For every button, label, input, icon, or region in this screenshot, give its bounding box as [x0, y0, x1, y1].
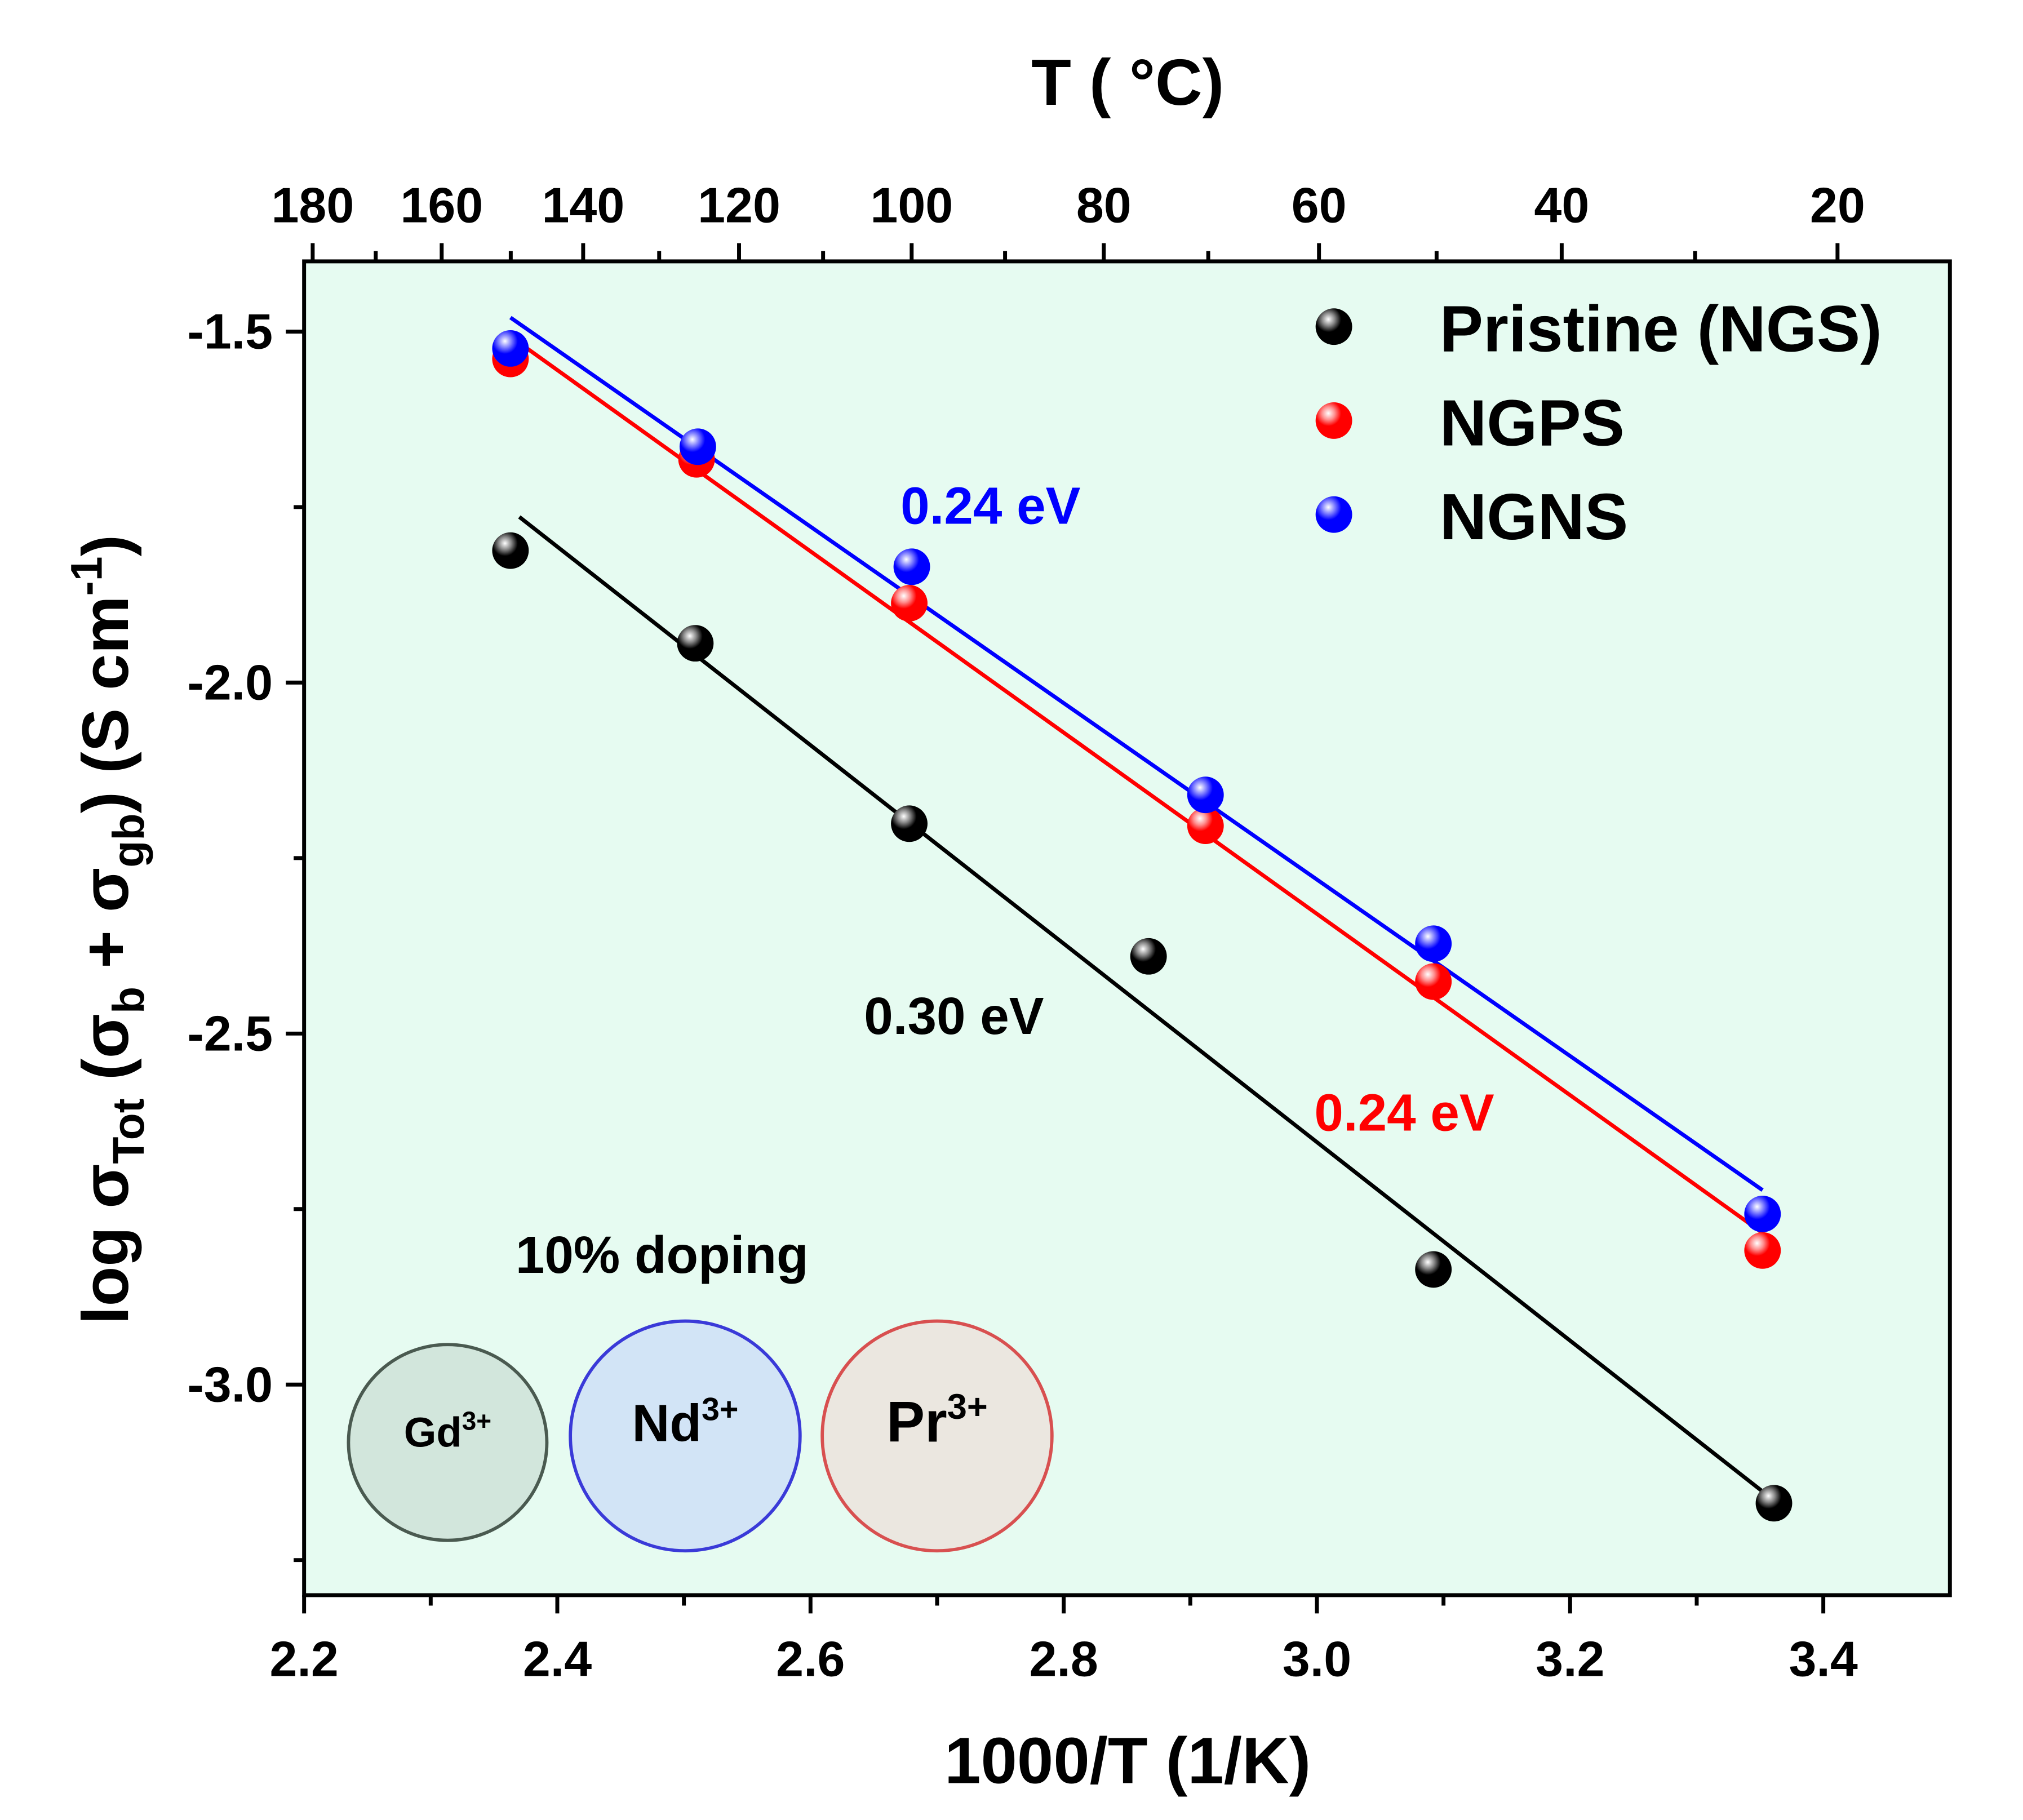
fit-line-ngns [509, 316, 1764, 1192]
annotation-doping: 10% doping [516, 1226, 809, 1284]
top-tick-label: 20 [1810, 177, 1865, 233]
x-tick-label: 3.2 [1536, 1631, 1604, 1687]
y-tick-label: -1.5 [187, 304, 273, 359]
top-tick-label: 140 [542, 177, 624, 233]
ion-circle-pr [820, 1319, 1054, 1553]
ion-label: Pr3+ [886, 1387, 988, 1454]
data-point-pristine-ngs [1415, 1251, 1452, 1288]
x-tick-label: 3.4 [1789, 1631, 1857, 1687]
y-tick-label: -2.0 [187, 654, 273, 710]
ion-circle-gd [347, 1343, 549, 1542]
data-point-pristine-ngs [1755, 1485, 1793, 1522]
x-tick-label: 2.4 [523, 1631, 592, 1687]
x-tick-label: 2.6 [776, 1631, 845, 1687]
data-point-ngps [1187, 807, 1224, 844]
data-point-pristine-ngs [1130, 938, 1167, 975]
top-tick-label: 80 [1076, 177, 1132, 233]
data-point-ngns [1744, 1196, 1781, 1232]
fit-line-pristine-ngs [518, 515, 1776, 1502]
ion-circle-nd [569, 1319, 802, 1553]
legend-label: NGNS [1440, 480, 1629, 553]
plot-background [304, 261, 1950, 1595]
y-axis-label: log σTot (σb + σgb) (S cm-1) [62, 535, 153, 1325]
ion-label: Nd3+ [632, 1392, 738, 1453]
top-tick-label: 160 [400, 177, 483, 233]
data-point-ngns [893, 548, 930, 585]
top-tick-label: 60 [1292, 177, 1347, 233]
data-point-ngps [1415, 963, 1452, 1000]
legend: Pristine (NGS) NGPS NGNS [1315, 292, 1882, 553]
x-tick-label: 2.2 [269, 1631, 338, 1687]
data-point-ngns [1187, 776, 1224, 814]
annotation-ngs-energy: 0.30 eV [864, 987, 1044, 1045]
legend-marker [1315, 308, 1352, 345]
legend-marker [1315, 496, 1352, 533]
data-point-pristine-ngs [492, 532, 529, 569]
fit-line-ngps [509, 335, 1764, 1235]
x-axis-label: 1000/T (1/K) [944, 1724, 1311, 1797]
top-tick-label: 40 [1534, 177, 1589, 233]
legend-label: Pristine (NGS) [1440, 292, 1882, 366]
legend-label: NGPS [1440, 386, 1625, 459]
data-point-ngns [492, 330, 529, 367]
x-tick-label: 2.8 [1029, 1631, 1098, 1687]
top-axis-label: T ( °C) [1031, 46, 1224, 119]
y-tick-label: -2.5 [187, 1005, 273, 1061]
top-tick-label: 120 [698, 177, 780, 233]
data-point-ngns [679, 428, 716, 465]
data-point-ngps [891, 585, 928, 622]
data-point-ngps [1744, 1232, 1781, 1269]
x-tick-label: 3.0 [1283, 1631, 1351, 1687]
data-point-ngns [1415, 925, 1452, 962]
data-point-pristine-ngs [891, 805, 928, 842]
y-tick-label: -3.0 [187, 1356, 273, 1412]
legend-marker [1315, 402, 1352, 439]
annotation-ngns-energy: 0.24 eV [900, 476, 1081, 535]
plot-frame [302, 259, 1952, 1597]
data-point-pristine-ngs [677, 625, 714, 662]
annotation-ngps-energy: 0.24 eV [1314, 1083, 1494, 1142]
top-tick-label: 100 [870, 177, 953, 233]
ion-label: Gd3+ [404, 1406, 491, 1456]
top-tick-label: 180 [271, 177, 354, 233]
